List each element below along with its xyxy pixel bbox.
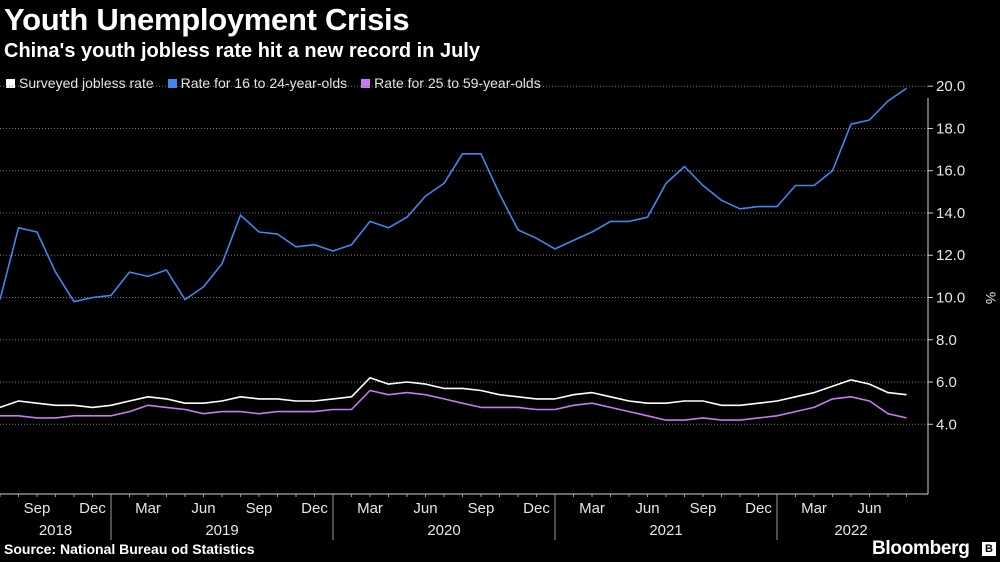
series-lines (0, 87, 907, 421)
x-month-label-12: Sep (690, 500, 717, 517)
x-month-label-7: Jun (413, 500, 437, 517)
legend-item-16-24: Rate for 16 to 24-year-olds (167, 75, 348, 91)
series-line-1 (0, 87, 907, 303)
x-month-label-8: Sep (468, 500, 495, 517)
x-month-label-9: Dec (523, 500, 550, 517)
chart-title: Youth Unemployment Crisis (4, 2, 410, 37)
gridlines (0, 85, 928, 425)
x-year-label-3: 2021 (649, 522, 682, 539)
brand-logo: Bloomberg (872, 538, 970, 559)
x-month-label-13: Dec (745, 500, 772, 517)
legend-swatch-surveyed (6, 78, 15, 88)
bloomberg-b-icon: B (982, 542, 996, 556)
y-tick-label-8: 20.0 (936, 78, 965, 95)
y-tick-label-6: 16.0 (936, 163, 965, 180)
legend-item-25-59: Rate for 25 to 59-year-olds (361, 75, 541, 91)
x-month-label-0: Sep (24, 500, 51, 517)
x-month-label-5: Dec (301, 500, 328, 517)
x-month-label-15: Jun (857, 500, 881, 517)
legend-label-25-59: Rate for 25 to 59-year-olds (374, 75, 541, 91)
y-tick-label-0: 4.0 (936, 416, 957, 433)
x-year-label-2: 2020 (427, 522, 460, 539)
y-tick-label-7: 18.0 (936, 120, 965, 137)
x-month-label-4: Sep (246, 500, 273, 517)
y-tick-label-5: 14.0 (936, 205, 965, 222)
axes: 4.0 6.0 8.0 10.0 12.0 14.0 16.0 18.0 20.0% Sep Dec… (0, 78, 999, 540)
legend-label-surveyed: Surveyed jobless rate (19, 75, 154, 91)
legend: Surveyed jobless rate Rate for 16 to 24-… (6, 75, 541, 91)
chart-subtitle: China's youth jobless rate hit a new rec… (4, 40, 480, 62)
x-month-label-6: Mar (357, 500, 383, 517)
x-month-label-14: Mar (801, 500, 827, 517)
y-unit-label: % (983, 292, 999, 304)
y-tick-label-2: 8.0 (936, 332, 957, 349)
x-month-label-11: Jun (635, 500, 659, 517)
legend-label-16-24: Rate for 16 to 24-year-olds (180, 75, 348, 91)
x-year-label-4: 2022 (834, 522, 867, 539)
x-month-label-1: Dec (79, 500, 106, 517)
x-month-label-3: Jun (191, 500, 215, 517)
x-month-label-10: Mar (579, 500, 605, 517)
legend-item-surveyed: Surveyed jobless rate (6, 75, 154, 91)
legend-swatch-25-59 (361, 78, 371, 88)
y-tick-label-3: 10.0 (936, 290, 965, 307)
legend-swatch-16-24 (167, 78, 177, 88)
y-tick-label-1: 6.0 (936, 374, 957, 391)
y-tick-label-4: 12.0 (936, 247, 965, 264)
x-month-label-2: Mar (135, 500, 161, 517)
series-line-0 (0, 376, 907, 409)
series-line-2 (0, 389, 907, 421)
x-year-label-1: 2019 (205, 522, 238, 539)
x-year-label-0: 2018 (39, 522, 72, 539)
source-note: Source: National Bureau od Statistics (4, 541, 255, 557)
